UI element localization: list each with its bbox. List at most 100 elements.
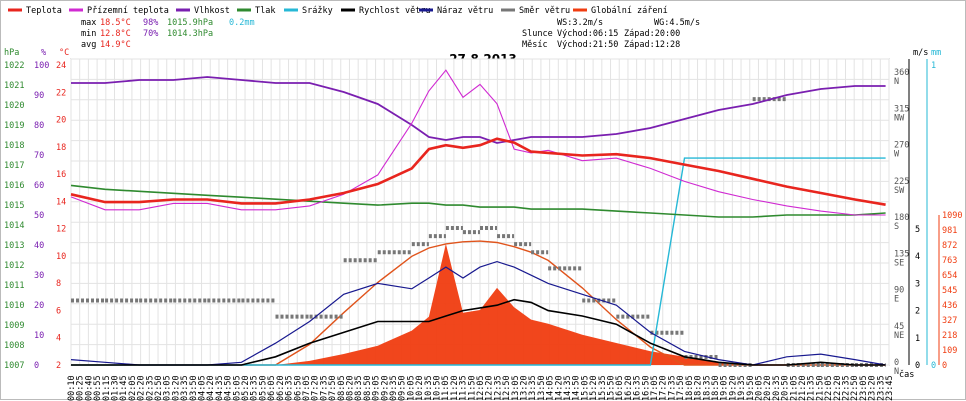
- ytick-hum: 100: [34, 61, 49, 71]
- yunit-temp: °C: [59, 48, 69, 58]
- xtick: 09:20: [380, 375, 390, 401]
- xtick: 04:35: [215, 375, 225, 401]
- xtick: 17:35: [667, 375, 677, 401]
- stat-min-temp: 12.8°C: [100, 29, 131, 39]
- legend-label-6: Náraz větru: [437, 6, 493, 16]
- ytick-hum: 80: [34, 121, 44, 131]
- xtick: 08:20: [345, 375, 355, 401]
- xtick: 10:35: [424, 375, 434, 401]
- xtick: 11:35: [459, 375, 469, 401]
- stat-max-label: max: [81, 18, 96, 28]
- xtick: 10:50: [432, 375, 442, 401]
- xtick: 08:35: [354, 375, 364, 401]
- legend-label-5: Rychlost větru: [359, 6, 431, 16]
- ytick-hpa: 1007: [4, 361, 24, 371]
- ytick-rad: 763: [942, 256, 957, 266]
- stat-max-temp: 18.5°C: [100, 18, 131, 28]
- ytick-hpa: 1009: [4, 321, 24, 331]
- ytick-temp: 6: [56, 306, 61, 316]
- ytick-dir-name: SW: [894, 186, 905, 196]
- xtick: 06:05: [267, 375, 277, 401]
- x-axis: 00:1000:2500:4000:5501:1501:3001:4502:05…: [67, 369, 914, 401]
- legend-label-4: Srážky: [302, 6, 333, 16]
- ytick-dir-name: S: [894, 222, 899, 232]
- ytick-hum: 70: [34, 151, 44, 161]
- xtick: 03:35: [180, 375, 190, 401]
- xtick: 07:20: [311, 375, 321, 401]
- ytick-hpa: 1019: [4, 121, 24, 131]
- stat-avg-label: avg: [81, 40, 96, 50]
- stat-min-hum: 70%: [143, 29, 158, 39]
- xtick: 06:50: [293, 375, 303, 401]
- xtick: 05:20: [241, 375, 251, 401]
- series-lines: [70, 69, 886, 367]
- ytick-dir-name: N: [894, 367, 899, 377]
- ytick-dir: 315: [894, 104, 909, 114]
- legend-label-8: Globální záření: [591, 6, 668, 16]
- ytick-hpa: 1022: [4, 61, 24, 71]
- ytick-rad: 109: [942, 346, 957, 356]
- ytick-hum: 50: [34, 211, 44, 221]
- xtick: 00:25: [76, 375, 86, 401]
- stat-wg: WG:4.5m/s: [654, 18, 700, 28]
- xtick: 18:35: [702, 375, 712, 401]
- xtick: 13:35: [528, 375, 538, 401]
- xtick: 15:05: [580, 375, 590, 401]
- ytick-hum: 40: [34, 241, 44, 251]
- xtick: 09:05: [372, 375, 382, 401]
- ytick-hpa: 1015: [4, 201, 24, 211]
- xtick: 19:05: [720, 375, 730, 401]
- xtick: 15:20: [589, 375, 599, 401]
- xtick: 22:35: [841, 375, 851, 401]
- ytick-rad: 436: [942, 301, 957, 311]
- ytick-rad: 981: [942, 226, 957, 236]
- ytick-temp: 22: [56, 88, 66, 98]
- xtick: 03:50: [189, 375, 199, 401]
- ytick-rad: 327: [942, 316, 957, 326]
- ytick-hum: 90: [34, 91, 44, 101]
- xtick: 19:20: [728, 375, 738, 401]
- ytick-mm: 0: [931, 361, 936, 371]
- xtick: 20:50: [781, 375, 791, 401]
- xtick: 13:50: [537, 375, 547, 401]
- ytick-rad: 872: [942, 241, 957, 251]
- xtick: 03:05: [163, 375, 173, 401]
- legend-label-1: Přízemní teplota: [87, 6, 169, 16]
- radiation-fill: [71, 243, 886, 365]
- xtick: 01:45: [119, 375, 129, 401]
- ground-temp-line: [70, 69, 886, 216]
- ytick-rad: 218: [942, 331, 957, 341]
- stat-max-press: 1015.9hPa: [167, 18, 213, 28]
- xtick: 20:05: [754, 375, 764, 401]
- stat-min-press: 1014.3hPa: [167, 29, 213, 39]
- xtick: 12:50: [502, 375, 512, 401]
- ytick-hpa: 1017: [4, 161, 24, 171]
- xtick: 04:05: [198, 375, 208, 401]
- ytick-dir-name: SE: [894, 258, 904, 268]
- ytick-hpa: 1013: [4, 241, 24, 251]
- ytick-temp: 24: [56, 61, 66, 71]
- xtick: 04:20: [206, 375, 216, 401]
- legend-label-0: Teplota: [26, 6, 62, 16]
- ytick-temp: 10: [56, 252, 66, 262]
- pressure-line: [70, 184, 886, 218]
- xtick: 19:50: [746, 375, 756, 401]
- stat-ws: WS:3.2m/s: [557, 18, 603, 28]
- xtick: 10:20: [415, 375, 425, 401]
- xtick: 23:35: [876, 375, 886, 401]
- ytick-hpa: 1008: [4, 341, 24, 351]
- humidity-line: [71, 76, 886, 144]
- xtick: 16:35: [633, 375, 643, 401]
- ytick-temp: 4: [56, 334, 61, 344]
- xtick: 00:55: [93, 375, 103, 401]
- stat-sun-set: Západ:20:00: [624, 29, 680, 39]
- ytick-hum: 20: [34, 301, 44, 311]
- xtick: 19:35: [737, 375, 747, 401]
- yunit-hum: %: [41, 48, 46, 58]
- ytick-ms: 4: [915, 252, 920, 262]
- stat-moon-rise: Východ:21:50: [557, 40, 618, 50]
- stat-sun-rise: Východ:06:15: [557, 29, 618, 39]
- ytick-hpa: 1016: [4, 181, 24, 191]
- ytick-rad: 0: [942, 361, 947, 371]
